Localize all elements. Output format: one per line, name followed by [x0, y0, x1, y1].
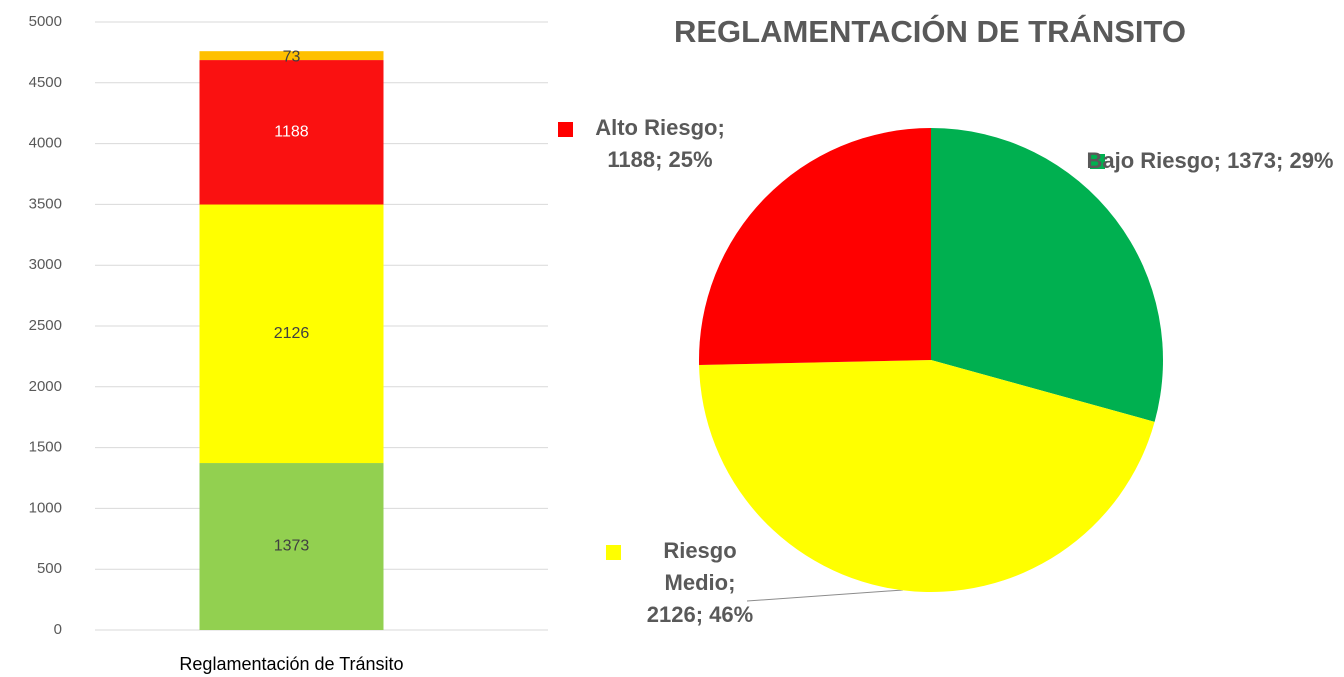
- bar-segment: [199, 463, 384, 630]
- bar-value-label: 1188: [274, 124, 309, 141]
- x-tick-label: Reglamentación de Tránsito: [179, 654, 403, 674]
- slice-label: Alto Riesgo; 1188; 25%: [595, 115, 725, 172]
- legend-marker: [558, 122, 573, 137]
- legend-marker: [1090, 154, 1105, 169]
- y-tick-label: 4500: [29, 74, 62, 91]
- bar-value-label: 73: [283, 48, 301, 65]
- leader-line: [746, 589, 904, 602]
- bar-value-label: 2126: [274, 325, 310, 342]
- y-tick-label: 2000: [29, 378, 62, 395]
- bar-segment: [199, 204, 384, 464]
- pie-slice: [699, 360, 1155, 593]
- bar-segment: [199, 51, 384, 61]
- y-tick-label: 500: [37, 560, 62, 577]
- y-tick-label: 3000: [29, 256, 62, 273]
- y-tick-label: 4000: [29, 135, 62, 152]
- pie-slice: [699, 128, 931, 366]
- y-tick-label: 2500: [29, 317, 62, 334]
- y-tick-label: 1500: [29, 439, 62, 456]
- pie-title: REGLAMENTACIÓN DE TRÁNSITO: [673, 14, 1187, 49]
- y-tick-label: 0: [54, 621, 62, 638]
- y-tick-label: 5000: [29, 13, 62, 30]
- y-tick-label: 3500: [29, 195, 62, 212]
- pie-slice: [931, 128, 1163, 422]
- slice-label: Bajo Riesgo; 1373; 29%: [1086, 148, 1334, 173]
- legend-marker: [606, 545, 621, 560]
- slice-label: Riesgo Medio; 2126; 46%: [646, 538, 754, 627]
- bar-value-label: 1373: [274, 538, 310, 555]
- bar-segment: [199, 60, 384, 205]
- y-tick-label: 1000: [29, 499, 62, 516]
